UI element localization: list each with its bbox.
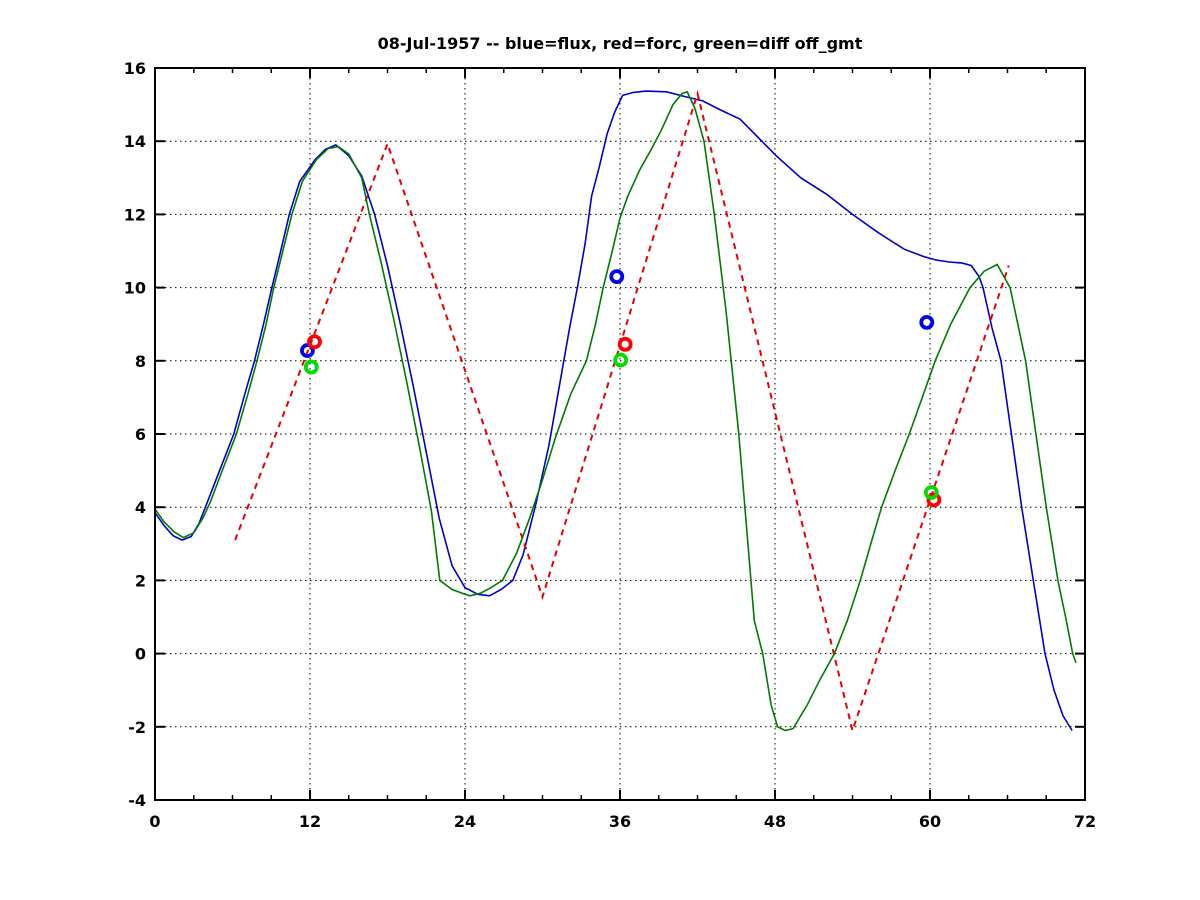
chart-title: 08-Jul-1957 -- blue=flux, red=forc, gree…	[377, 34, 863, 53]
marker-flux-obs	[300, 343, 315, 358]
y-tick-label: 6	[135, 425, 146, 444]
marker-diff-obs	[923, 485, 939, 500]
y-tick-label: -2	[128, 718, 146, 737]
markers-forc-obs	[307, 334, 942, 508]
x-tick-label: 60	[919, 812, 941, 831]
marker-forc-obs	[617, 336, 633, 352]
marker-flux-obs	[919, 314, 935, 330]
series-diff	[154, 90, 1077, 732]
series-flux	[154, 90, 1073, 731]
y-tick-label: 2	[135, 571, 146, 590]
marker-flux-obs	[609, 269, 625, 285]
series-forc	[234, 89, 1010, 735]
x-tick-label: 24	[454, 812, 476, 831]
x-tick-label: 12	[299, 812, 321, 831]
x-tick-labels: 0 12 24 36 48 60 72	[149, 812, 1096, 831]
axes-box	[154, 67, 1086, 801]
y-tick-label: 0	[135, 645, 146, 664]
markers-flux-obs	[300, 269, 935, 358]
y-tick-label: -4	[128, 791, 146, 810]
y-tick-label: 10	[124, 279, 146, 298]
y-tick-label: 14	[124, 132, 146, 151]
y-tick-label: 8	[135, 352, 146, 371]
gridlines	[155, 68, 1085, 800]
y-tick-label: 16	[124, 59, 146, 78]
markers-diff-obs	[303, 352, 939, 500]
y-tick-label: 12	[124, 205, 146, 224]
y-tick-label: 4	[135, 498, 146, 517]
x-tick-label: 48	[764, 812, 786, 831]
x-tick-label: 36	[609, 812, 631, 831]
marker-diff-obs	[303, 359, 319, 375]
marker-forc-obs	[926, 492, 942, 508]
x-tick-label: 0	[149, 812, 160, 831]
x-tick-label: 72	[1074, 812, 1096, 831]
marker-diff-obs	[613, 352, 629, 368]
y-tick-labels: -4 -2 0 2 4 6 8 10 12 14 16	[124, 59, 146, 810]
marker-forc-obs	[307, 334, 322, 350]
